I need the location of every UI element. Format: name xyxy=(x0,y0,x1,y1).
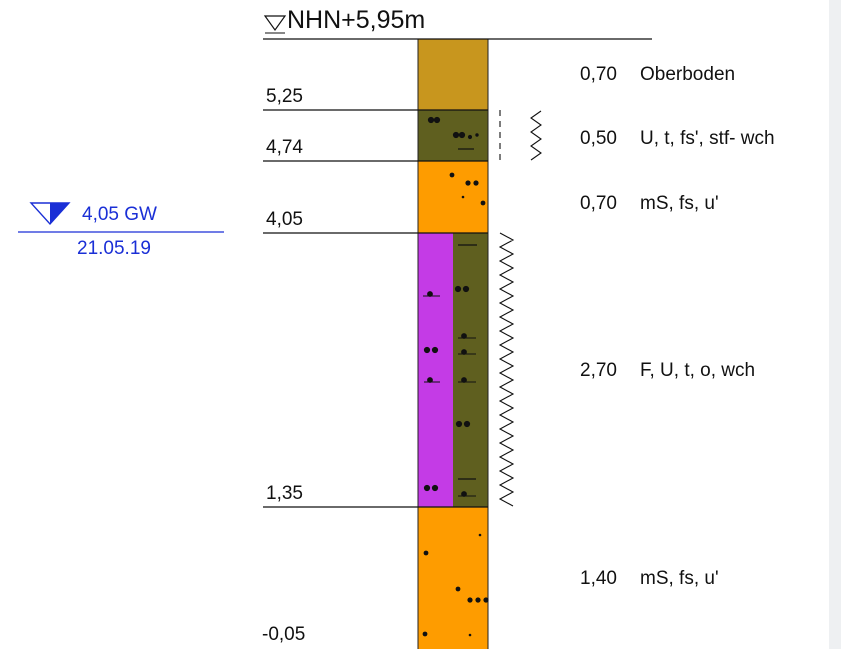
layer-topsoil xyxy=(418,39,488,110)
depth-label: -0,05 xyxy=(262,624,306,645)
layer-peat-right xyxy=(453,233,488,507)
layer-description: mS, fs, u' xyxy=(640,193,719,214)
layer-description: F, U, t, o, wch xyxy=(640,360,756,381)
layer-description: Oberboden xyxy=(640,64,736,85)
consistency-wave-short xyxy=(530,110,542,161)
ground-level-triangle-icon xyxy=(263,15,287,32)
silt-symbols xyxy=(427,116,479,150)
ground-elevation-label: NHN+5,95m xyxy=(287,6,426,34)
depth-label: 1,35 xyxy=(266,483,303,504)
sand-lower-symbols xyxy=(422,533,489,637)
groundwater-date-label: 21.05.19 xyxy=(77,238,151,259)
layer-description: U, t, fs', stf- wch xyxy=(640,128,775,149)
layer-thickness: 1,40 xyxy=(580,568,617,589)
layer-thickness: 2,70 xyxy=(580,360,617,381)
sand-upper-symbols xyxy=(449,172,486,206)
layer-sand-upper xyxy=(418,161,488,233)
layer-thickness: 0,70 xyxy=(580,64,617,85)
peat-right-symbols xyxy=(454,244,477,497)
layer-thickness: 0,50 xyxy=(580,128,617,149)
layer-description: mS, fs, u' xyxy=(640,568,719,589)
layer-peat-left xyxy=(418,233,453,507)
depth-label: 4,05 xyxy=(266,209,303,230)
groundwater-marker xyxy=(18,202,224,233)
depth-label: 4,74 xyxy=(266,137,303,158)
depth-label: 5,25 xyxy=(266,86,303,107)
groundwater-level-label: 4,05 GW xyxy=(82,204,157,225)
layer-thickness: 0,70 xyxy=(580,193,617,214)
consistency-wave-long xyxy=(498,232,515,507)
layer-sand-lower xyxy=(418,507,488,649)
peat-left-symbols xyxy=(423,291,440,492)
groundwater-triangle-fill xyxy=(50,203,69,224)
